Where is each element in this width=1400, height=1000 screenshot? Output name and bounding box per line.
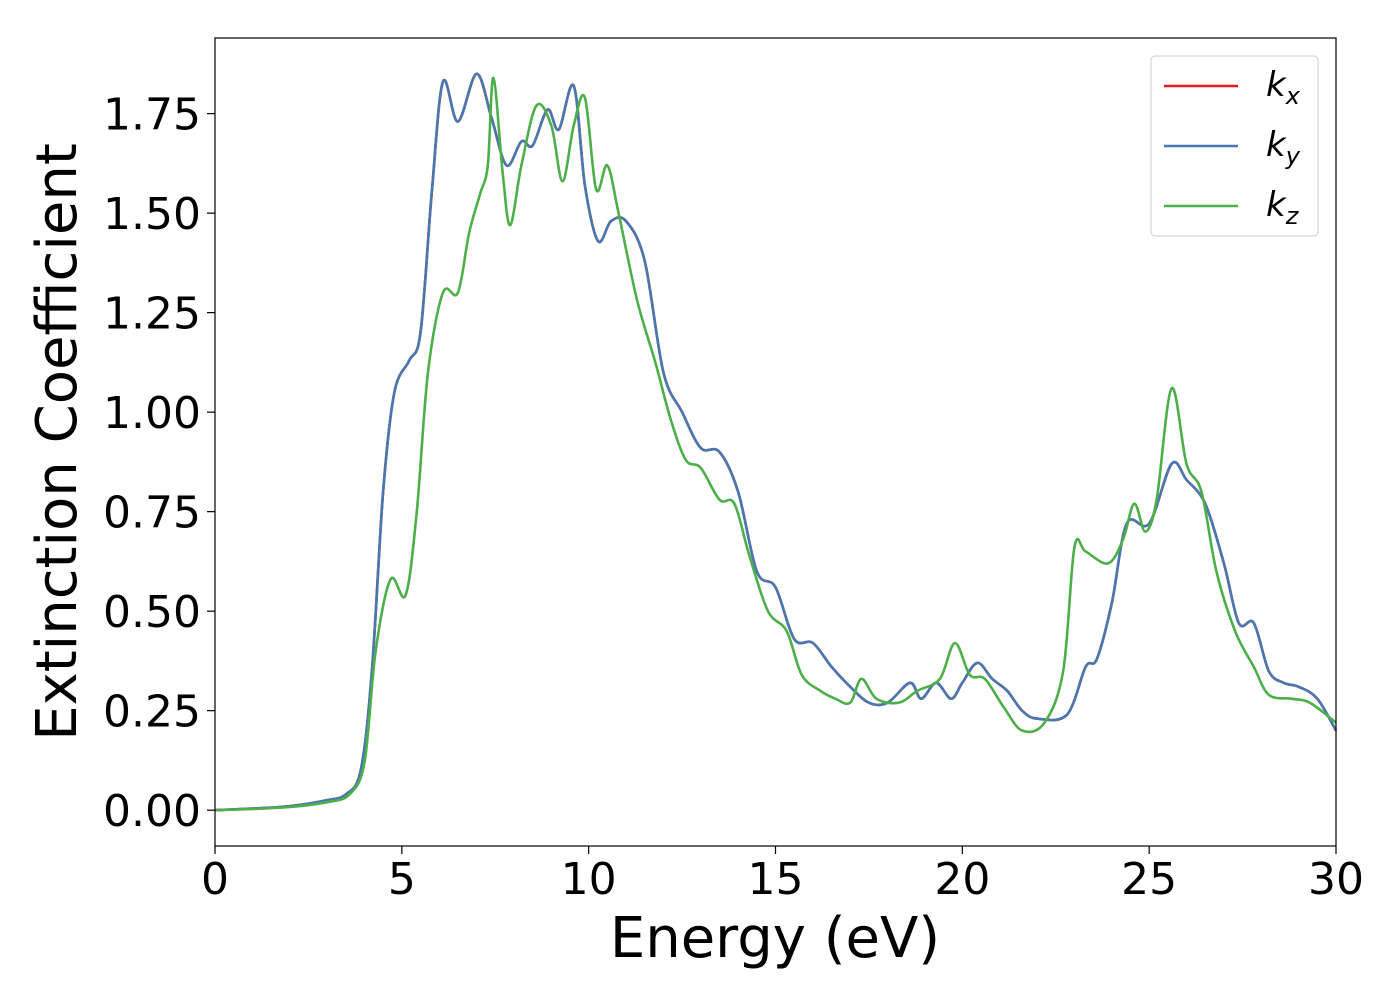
y-tick-label: 0.00 (103, 786, 201, 837)
x-tick-label: 10 (561, 854, 617, 905)
legend-label-ky: ky (1266, 125, 1301, 170)
y-axis-title: Extinction Coefficient (25, 143, 90, 741)
series-line-kz (214, 76, 1337, 812)
y-axis-ticks: 0.00 0.25 0.50 0.75 1.00 1.25 1.50 1.75 (103, 90, 215, 837)
y-tick-label: 0.25 (103, 687, 201, 738)
x-tick-label: 15 (748, 854, 804, 905)
x-axis-title: Energy (eV) (610, 906, 940, 971)
x-tick-label: 25 (1121, 854, 1177, 905)
plot-lines (214, 72, 1338, 812)
y-tick-label: 0.75 (103, 488, 201, 539)
y-tick-label: 1.00 (103, 388, 201, 439)
legend-label-kx: kx (1266, 65, 1301, 110)
x-tick-label: 30 (1308, 854, 1364, 905)
x-axis-ticks: 0 5 10 15 20 25 30 (201, 846, 1364, 905)
y-tick-label: 0.50 (103, 587, 201, 638)
x-tick-label: 20 (934, 854, 990, 905)
x-tick-label: 0 (201, 854, 229, 905)
y-tick-label: 1.50 (103, 189, 201, 240)
x-tick-label: 5 (388, 854, 416, 905)
legend: kx ky kz (1150, 55, 1319, 237)
series-line-ky (214, 72, 1338, 812)
y-tick-label: 1.25 (103, 289, 201, 340)
legend-label-kz: kz (1266, 185, 1300, 230)
y-tick-label: 1.75 (103, 90, 201, 141)
